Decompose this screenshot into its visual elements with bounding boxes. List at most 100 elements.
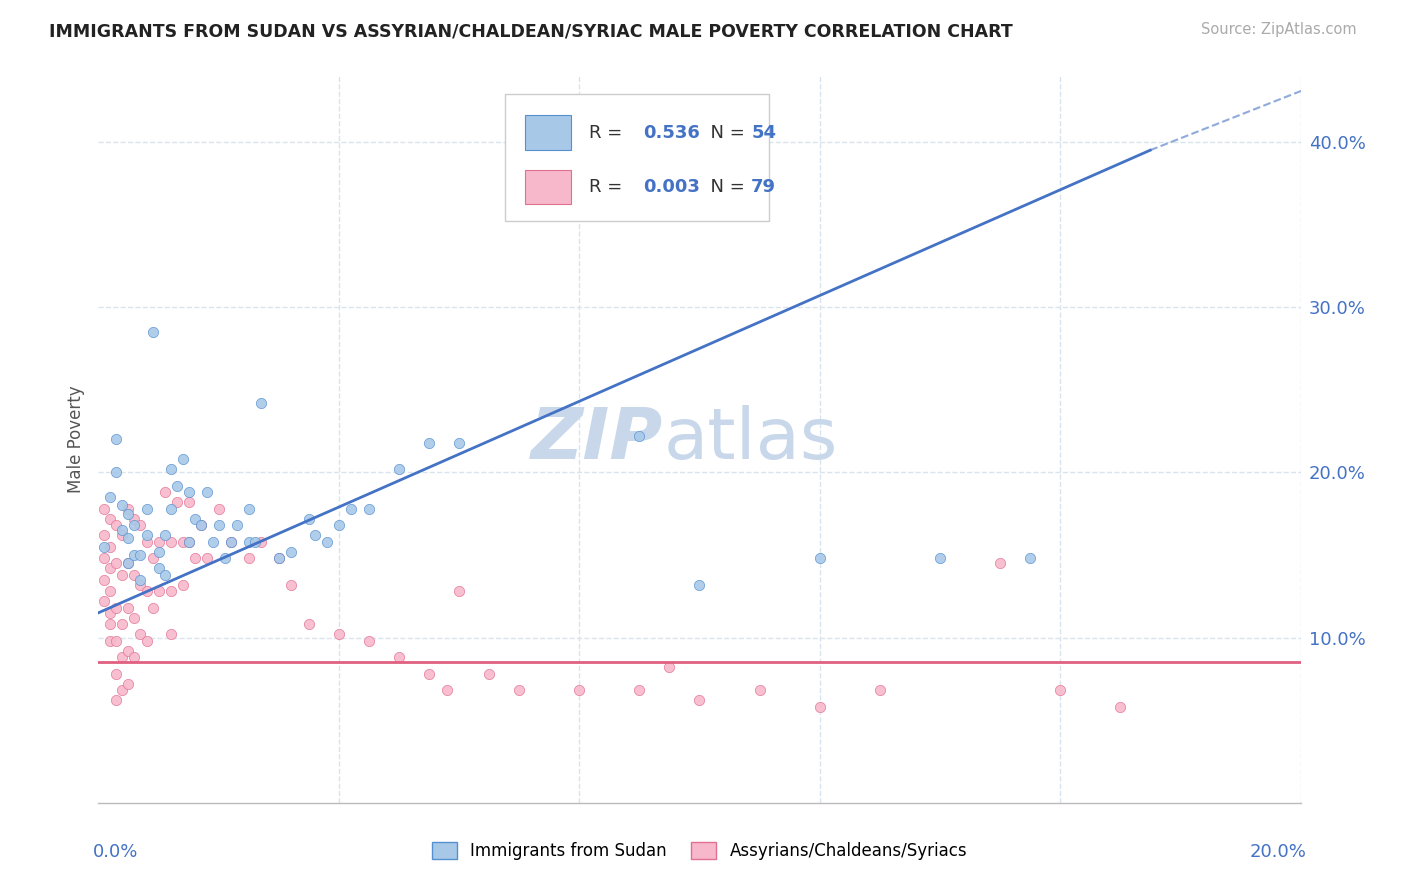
Point (135, 633, 157, 648)
Point (148, 534, 170, 549)
Text: 79: 79 (751, 178, 776, 196)
Point (124, 611, 146, 625)
Point (117, 556, 139, 570)
Point (328, 518, 350, 533)
Point (166, 495, 188, 509)
Point (195, 551, 218, 566)
Point (159, 462, 181, 476)
Point (100, 633, 122, 648)
Point (111, 650, 134, 665)
Point (129, 548, 152, 562)
Point (808, 700, 831, 714)
Point (183, 511, 205, 525)
Point (177, 534, 200, 549)
Text: 0.0%: 0.0% (93, 843, 138, 861)
Point (929, 551, 952, 566)
Point (249, 534, 271, 549)
Point (117, 644, 139, 658)
Text: N =: N = (699, 123, 751, 142)
Point (105, 600, 128, 615)
Point (280, 578, 302, 592)
Point (177, 485, 200, 500)
Point (100, 584, 122, 599)
Point (159, 627, 181, 641)
Point (447, 584, 470, 599)
Point (357, 501, 380, 516)
Point (298, 617, 321, 632)
Point (208, 518, 231, 533)
Point (628, 683, 651, 698)
Point (111, 567, 134, 582)
Point (148, 584, 170, 599)
Point (117, 507, 139, 521)
Point (195, 485, 218, 500)
Point (238, 551, 260, 566)
Point (225, 518, 247, 533)
Point (172, 452, 194, 467)
Point (129, 627, 152, 641)
Point (153, 485, 176, 500)
Point (190, 518, 212, 533)
Point (214, 551, 236, 566)
Legend: Immigrants from Sudan, Assyrians/Chaldeans/Syriacs: Immigrants from Sudan, Assyrians/Chaldea… (425, 836, 974, 867)
Point (135, 528, 157, 542)
FancyBboxPatch shape (526, 169, 571, 204)
Point (219, 534, 242, 549)
Point (1049, 683, 1071, 698)
Point (124, 511, 146, 525)
Point (100, 606, 122, 620)
Point (183, 551, 205, 566)
Point (340, 501, 363, 516)
Y-axis label: Male Poverty: Male Poverty (66, 385, 84, 493)
FancyBboxPatch shape (526, 115, 571, 150)
Point (148, 561, 170, 575)
Point (688, 693, 710, 707)
Point (159, 501, 181, 516)
Text: 54: 54 (751, 123, 776, 142)
Text: R =: R = (589, 178, 628, 196)
Point (238, 501, 260, 516)
Point (93, 551, 115, 566)
Text: 20.0%: 20.0% (1250, 843, 1306, 861)
Point (280, 544, 302, 558)
Point (628, 429, 651, 443)
Point (153, 567, 176, 582)
Point (508, 683, 530, 698)
Text: R =: R = (589, 123, 628, 142)
Point (869, 683, 891, 698)
Point (190, 518, 212, 533)
Point (658, 660, 681, 674)
Text: Source: ZipAtlas.com: Source: ZipAtlas.com (1201, 22, 1357, 37)
Point (100, 617, 122, 632)
Point (447, 435, 470, 450)
Point (177, 534, 200, 549)
Point (436, 683, 458, 698)
Point (93, 528, 115, 542)
Text: ZIP: ZIP (531, 405, 664, 474)
Point (568, 683, 591, 698)
Point (105, 518, 128, 533)
Point (100, 511, 122, 525)
Point (93, 594, 115, 608)
Point (93, 540, 115, 554)
Text: IMMIGRANTS FROM SUDAN VS ASSYRIAN/CHALDEAN/SYRIAC MALE POVERTY CORRELATION CHART: IMMIGRANTS FROM SUDAN VS ASSYRIAN/CHALDE… (49, 22, 1012, 40)
Point (117, 501, 139, 516)
Point (124, 548, 146, 562)
Point (808, 551, 831, 566)
Point (111, 528, 134, 542)
Point (1109, 700, 1132, 714)
Point (117, 556, 139, 570)
Point (688, 578, 710, 592)
Point (93, 573, 115, 587)
Point (418, 435, 440, 450)
Point (201, 534, 224, 549)
Point (141, 325, 163, 339)
Point (166, 478, 188, 492)
Point (988, 556, 1011, 570)
Point (172, 578, 194, 592)
Point (418, 667, 440, 681)
Point (129, 578, 152, 592)
Point (105, 556, 128, 570)
Point (249, 396, 271, 410)
Point (135, 584, 157, 599)
